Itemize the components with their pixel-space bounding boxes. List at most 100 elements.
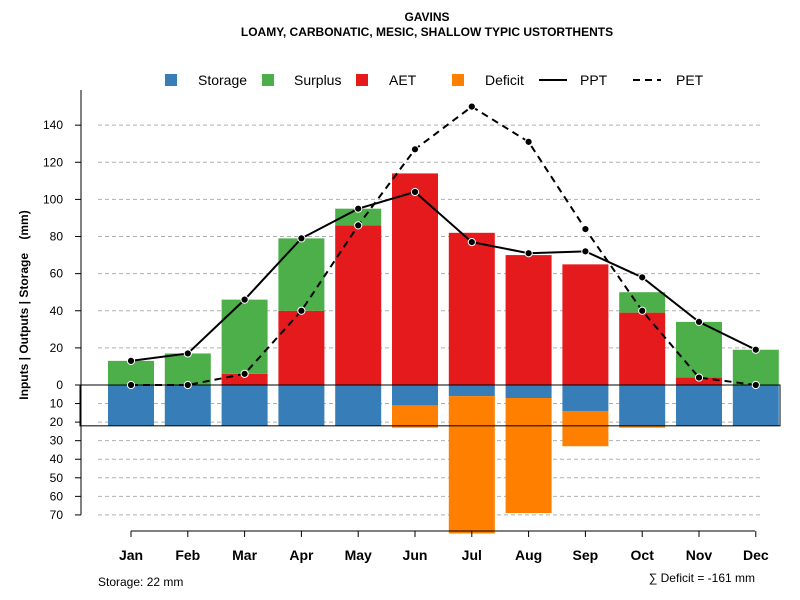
legend: Storage Surplus AET Deficit PPT PET: [165, 72, 704, 88]
bar-aet-mar: [221, 373, 268, 385]
legend-label-pet: PET: [676, 72, 704, 88]
x-tick-label-jan: Jan: [119, 547, 143, 563]
x-tick-label-jun: Jun: [403, 547, 428, 563]
x-tick-label-sep: Sep: [573, 547, 599, 563]
x-tick-label-dec: Dec: [743, 547, 769, 563]
bar-aet-sep: [562, 264, 609, 385]
pet-point-feb: [183, 380, 192, 390]
y-tick-label: 20: [50, 415, 64, 429]
pet-point-oct: [638, 306, 647, 315]
pet-point-jul: [467, 102, 476, 111]
legend-label-deficit: Deficit: [485, 72, 524, 88]
bar-deficit-jun: [392, 405, 438, 428]
x-tick-label-jul: Jul: [462, 547, 482, 563]
ppt-point-nov: [694, 317, 704, 326]
legend-label-ppt: PPT: [580, 72, 608, 88]
chart-subtitle: LOAMY, CARBONATIC, MESIC, SHALLOW TYPIC …: [241, 25, 613, 39]
bar-storage-jun: [392, 385, 438, 406]
bar-storage-mar: [221, 385, 268, 426]
bar-deficit-jul: [448, 396, 495, 534]
legend-label-surplus: Surplus: [294, 72, 341, 88]
bar-surplus-may: [335, 208, 382, 226]
y-axis-label: Inputs | Outputs | Storage (mm): [17, 210, 31, 399]
y-tick-label: 30: [50, 434, 64, 448]
ppt-point-sep: [581, 247, 590, 256]
pet-point-nov: [694, 373, 704, 382]
bar-deficit-aug: [505, 397, 552, 514]
bar-storage-jan: [108, 385, 154, 426]
y-tick-label: 40: [50, 304, 64, 318]
y-tick-label: 0: [56, 378, 63, 392]
x-tick-label-mar: Mar: [232, 547, 257, 563]
pet-point-sep: [581, 224, 590, 234]
axes: 0 20 40 60 80 100 120 140 10 20 30 40 50 60 70 Jan Feb Ma…: [43, 90, 769, 563]
bar-deficit-oct: [619, 425, 666, 428]
pet-point-aug: [524, 137, 533, 146]
y-tick-label: 80: [50, 230, 64, 244]
pet-point-jan: [126, 380, 136, 390]
bar-deficit-sep: [562, 410, 609, 447]
pet-point-jun: [410, 145, 420, 154]
legend-label-storage: Storage: [198, 72, 247, 88]
ppt-point-jul: [467, 237, 476, 247]
ppt-line: [130, 190, 757, 362]
ppt-point-oct: [638, 273, 647, 282]
ppt-point-may: [354, 204, 363, 213]
y-tick-label: 20: [50, 341, 64, 355]
storage-capacity-box: [79, 384, 781, 427]
lines: [126, 102, 760, 390]
bar-surplus-dec: [732, 349, 779, 385]
y-tick-label: 10: [50, 397, 64, 411]
ppt-point-aug: [524, 249, 533, 258]
bar-aet-oct: [619, 312, 666, 385]
legend-swatch-deficit: [452, 74, 464, 86]
legend-swatch-aet: [356, 74, 368, 86]
y-tick-label: 60: [50, 267, 64, 281]
ppt-point-dec: [751, 345, 760, 354]
bar-storage-aug: [505, 385, 552, 398]
bar-storage-oct: [619, 385, 666, 426]
bar-surplus-feb: [164, 353, 211, 385]
y-tick-label: 70: [50, 508, 64, 522]
ppt-point-apr: [297, 234, 306, 243]
bar-surplus-nov: [676, 321, 722, 378]
bar-aet-apr: [278, 310, 325, 385]
bar-storage-apr: [278, 385, 325, 426]
x-tick-label-nov: Nov: [686, 547, 713, 563]
ppt-point-jun: [410, 187, 420, 197]
ppt-point-mar: [240, 295, 249, 304]
y-tick-label: 40: [50, 452, 64, 466]
x-tick-label-aug: Aug: [515, 547, 542, 563]
bar-storage-sep: [562, 385, 609, 411]
bar-surplus-oct: [619, 292, 666, 313]
x-tick-label-apr: Apr: [289, 547, 314, 563]
x-tick-label-may: May: [345, 547, 372, 563]
x-tick-label-feb: Feb: [175, 547, 200, 563]
bar-storage-nov: [676, 385, 722, 426]
y-tick-label: 50: [50, 471, 64, 485]
deficit-note: ∑ Deficit = -161 mm: [649, 571, 755, 585]
y-tick-label: 120: [43, 155, 63, 169]
bar-surplus-mar: [221, 299, 268, 374]
pet-point-dec: [751, 380, 760, 390]
pet-line: [131, 105, 756, 386]
pet-point-mar: [240, 369, 249, 378]
y-tick-label: 60: [50, 489, 64, 503]
storage-note: Storage: 22 mm: [98, 575, 183, 589]
ppt-point-jan: [126, 356, 136, 365]
bar-aet-aug: [505, 255, 552, 385]
pet-point-apr: [297, 306, 306, 315]
bar-aet-may: [335, 225, 382, 385]
bar-surplus-apr: [278, 238, 325, 311]
legend-swatch-storage: [165, 74, 177, 86]
ppt-point-feb: [183, 349, 192, 358]
chart-title: GAVINS: [404, 10, 449, 24]
y-tick-label: 100: [43, 192, 63, 206]
bar-aet-jun: [392, 173, 438, 385]
bar-storage-dec: [732, 385, 779, 426]
legend-label-aet: AET: [389, 72, 417, 88]
pet-point-may: [354, 221, 363, 230]
x-tick-label-oct: Oct: [631, 547, 655, 563]
legend-swatch-surplus: [262, 74, 274, 86]
